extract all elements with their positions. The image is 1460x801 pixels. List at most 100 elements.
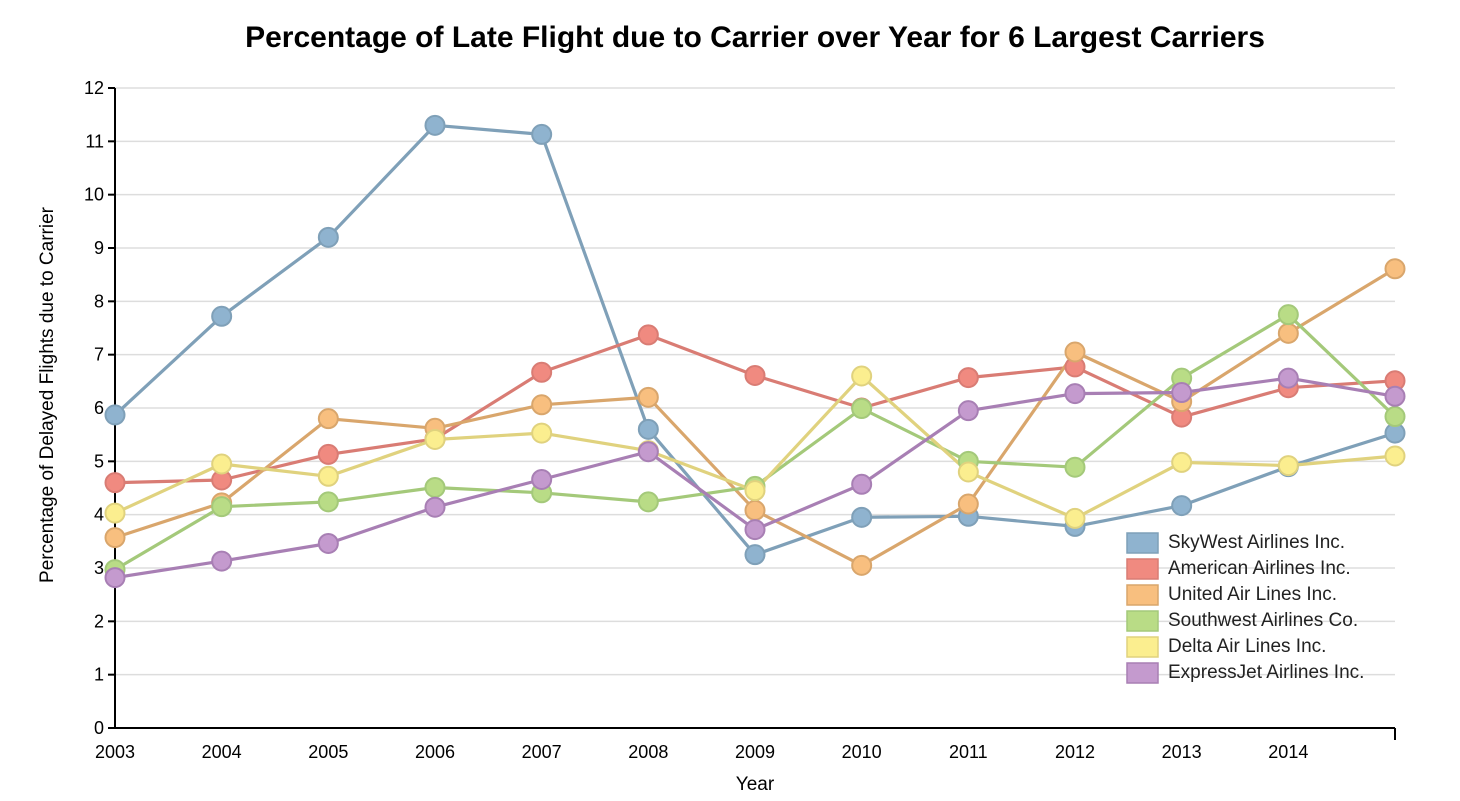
y-tick-label: 4 (94, 505, 104, 525)
data-point[interactable] (531, 361, 553, 383)
data-point[interactable] (531, 468, 553, 490)
data-point[interactable] (211, 453, 233, 475)
data-point[interactable] (317, 443, 339, 465)
data-point[interactable] (1064, 507, 1086, 529)
data-point[interactable] (744, 519, 766, 541)
y-tick-label: 1 (94, 665, 104, 685)
data-point[interactable] (851, 473, 873, 495)
data-point[interactable] (744, 499, 766, 521)
x-tick-label: 2004 (202, 742, 242, 762)
data-point[interactable] (1171, 451, 1193, 473)
legend-label: ExpressJet Airlines Inc. (1168, 662, 1364, 683)
x-tick-label: 2014 (1268, 742, 1308, 762)
legend-swatch (1126, 636, 1159, 658)
data-point[interactable] (744, 544, 766, 566)
y-tick-label: 12 (84, 78, 104, 98)
legend: SkyWest Airlines Inc. American Airlines I… (1126, 532, 1364, 684)
y-tick-label: 5 (94, 451, 104, 471)
data-point[interactable] (744, 364, 766, 386)
data-point[interactable] (1384, 406, 1406, 428)
data-point[interactable] (104, 567, 126, 589)
data-point[interactable] (211, 550, 233, 572)
data-point[interactable] (1171, 495, 1193, 517)
data-point[interactable] (1064, 383, 1086, 405)
legend-swatch (1126, 532, 1159, 554)
data-point[interactable] (1277, 304, 1299, 326)
data-point[interactable] (1277, 367, 1299, 389)
y-tick-label: 0 (94, 718, 104, 738)
data-point[interactable] (851, 554, 873, 576)
data-point[interactable] (317, 465, 339, 487)
data-point[interactable] (531, 394, 553, 416)
data-point[interactable] (957, 493, 979, 515)
data-point[interactable] (637, 441, 659, 463)
x-tick-label: 2003 (95, 742, 135, 762)
data-point[interactable] (424, 114, 446, 136)
data-point[interactable] (104, 527, 126, 549)
data-point[interactable] (637, 386, 659, 408)
legend-swatch (1126, 558, 1159, 580)
x-tick-label: 2006 (415, 742, 455, 762)
data-point[interactable] (1064, 456, 1086, 478)
data-point[interactable] (211, 305, 233, 327)
data-point[interactable] (317, 532, 339, 554)
x-axis-label: Year (736, 774, 775, 795)
legend-label: Delta Air Lines Inc. (1168, 636, 1326, 657)
data-point[interactable] (851, 398, 873, 420)
y-tick-label: 9 (94, 238, 104, 258)
y-tick-label: 3 (94, 558, 104, 578)
data-point[interactable] (424, 496, 446, 518)
data-point[interactable] (1384, 258, 1406, 280)
x-tick-label: 2005 (308, 742, 348, 762)
data-point[interactable] (104, 404, 126, 426)
data-point[interactable] (531, 123, 553, 145)
data-point[interactable] (1277, 455, 1299, 477)
data-point[interactable] (744, 480, 766, 502)
legend-label: American Airlines Inc. (1168, 558, 1351, 579)
y-tick-label: 10 (84, 185, 104, 205)
data-point[interactable] (1171, 382, 1193, 404)
data-point[interactable] (211, 496, 233, 518)
data-point[interactable] (317, 226, 339, 248)
x-tick-label: 2008 (628, 742, 668, 762)
legend-label: Southwest Airlines Co. (1168, 610, 1358, 631)
data-point[interactable] (637, 491, 659, 513)
y-tick-label: 8 (94, 291, 104, 311)
data-point[interactable] (1384, 385, 1406, 407)
data-point[interactable] (1384, 445, 1406, 467)
y-tick-label: 2 (94, 611, 104, 631)
y-tick-label: 7 (94, 345, 104, 365)
x-tick-label: 2011 (949, 742, 988, 762)
data-point[interactable] (851, 365, 873, 387)
data-point[interactable] (424, 428, 446, 450)
data-point[interactable] (957, 461, 979, 483)
legend-swatch (1126, 662, 1159, 684)
data-point[interactable] (104, 472, 126, 494)
data-point[interactable] (637, 324, 659, 346)
data-point[interactable] (637, 418, 659, 440)
data-point[interactable] (317, 491, 339, 513)
data-point[interactable] (317, 408, 339, 430)
data-point[interactable] (851, 506, 873, 528)
chart-title: Percentage of Late Flight due to Carrier… (245, 21, 1265, 54)
data-point[interactable] (1064, 341, 1086, 363)
y-axis-label: Percentage of Delayed Flights due to Car… (37, 206, 58, 583)
data-point[interactable] (531, 422, 553, 444)
data-point[interactable] (104, 502, 126, 524)
data-point[interactable] (1277, 322, 1299, 344)
x-tick-label: 2012 (1055, 742, 1095, 762)
x-tick-label: 2013 (1162, 742, 1202, 762)
data-point[interactable] (957, 400, 979, 422)
legend-swatch (1126, 610, 1159, 632)
legend-swatch (1126, 584, 1159, 606)
legend-label: SkyWest Airlines Inc. (1168, 532, 1345, 553)
series-line-1 (113, 333, 1397, 485)
data-points (104, 114, 1406, 589)
x-tick-label: 2010 (842, 742, 882, 762)
gridlines (115, 87, 1395, 729)
legend-label: United Air Lines Inc. (1168, 584, 1337, 605)
data-point[interactable] (424, 476, 446, 498)
x-tick-label: 2007 (522, 742, 562, 762)
data-point[interactable] (957, 367, 979, 389)
